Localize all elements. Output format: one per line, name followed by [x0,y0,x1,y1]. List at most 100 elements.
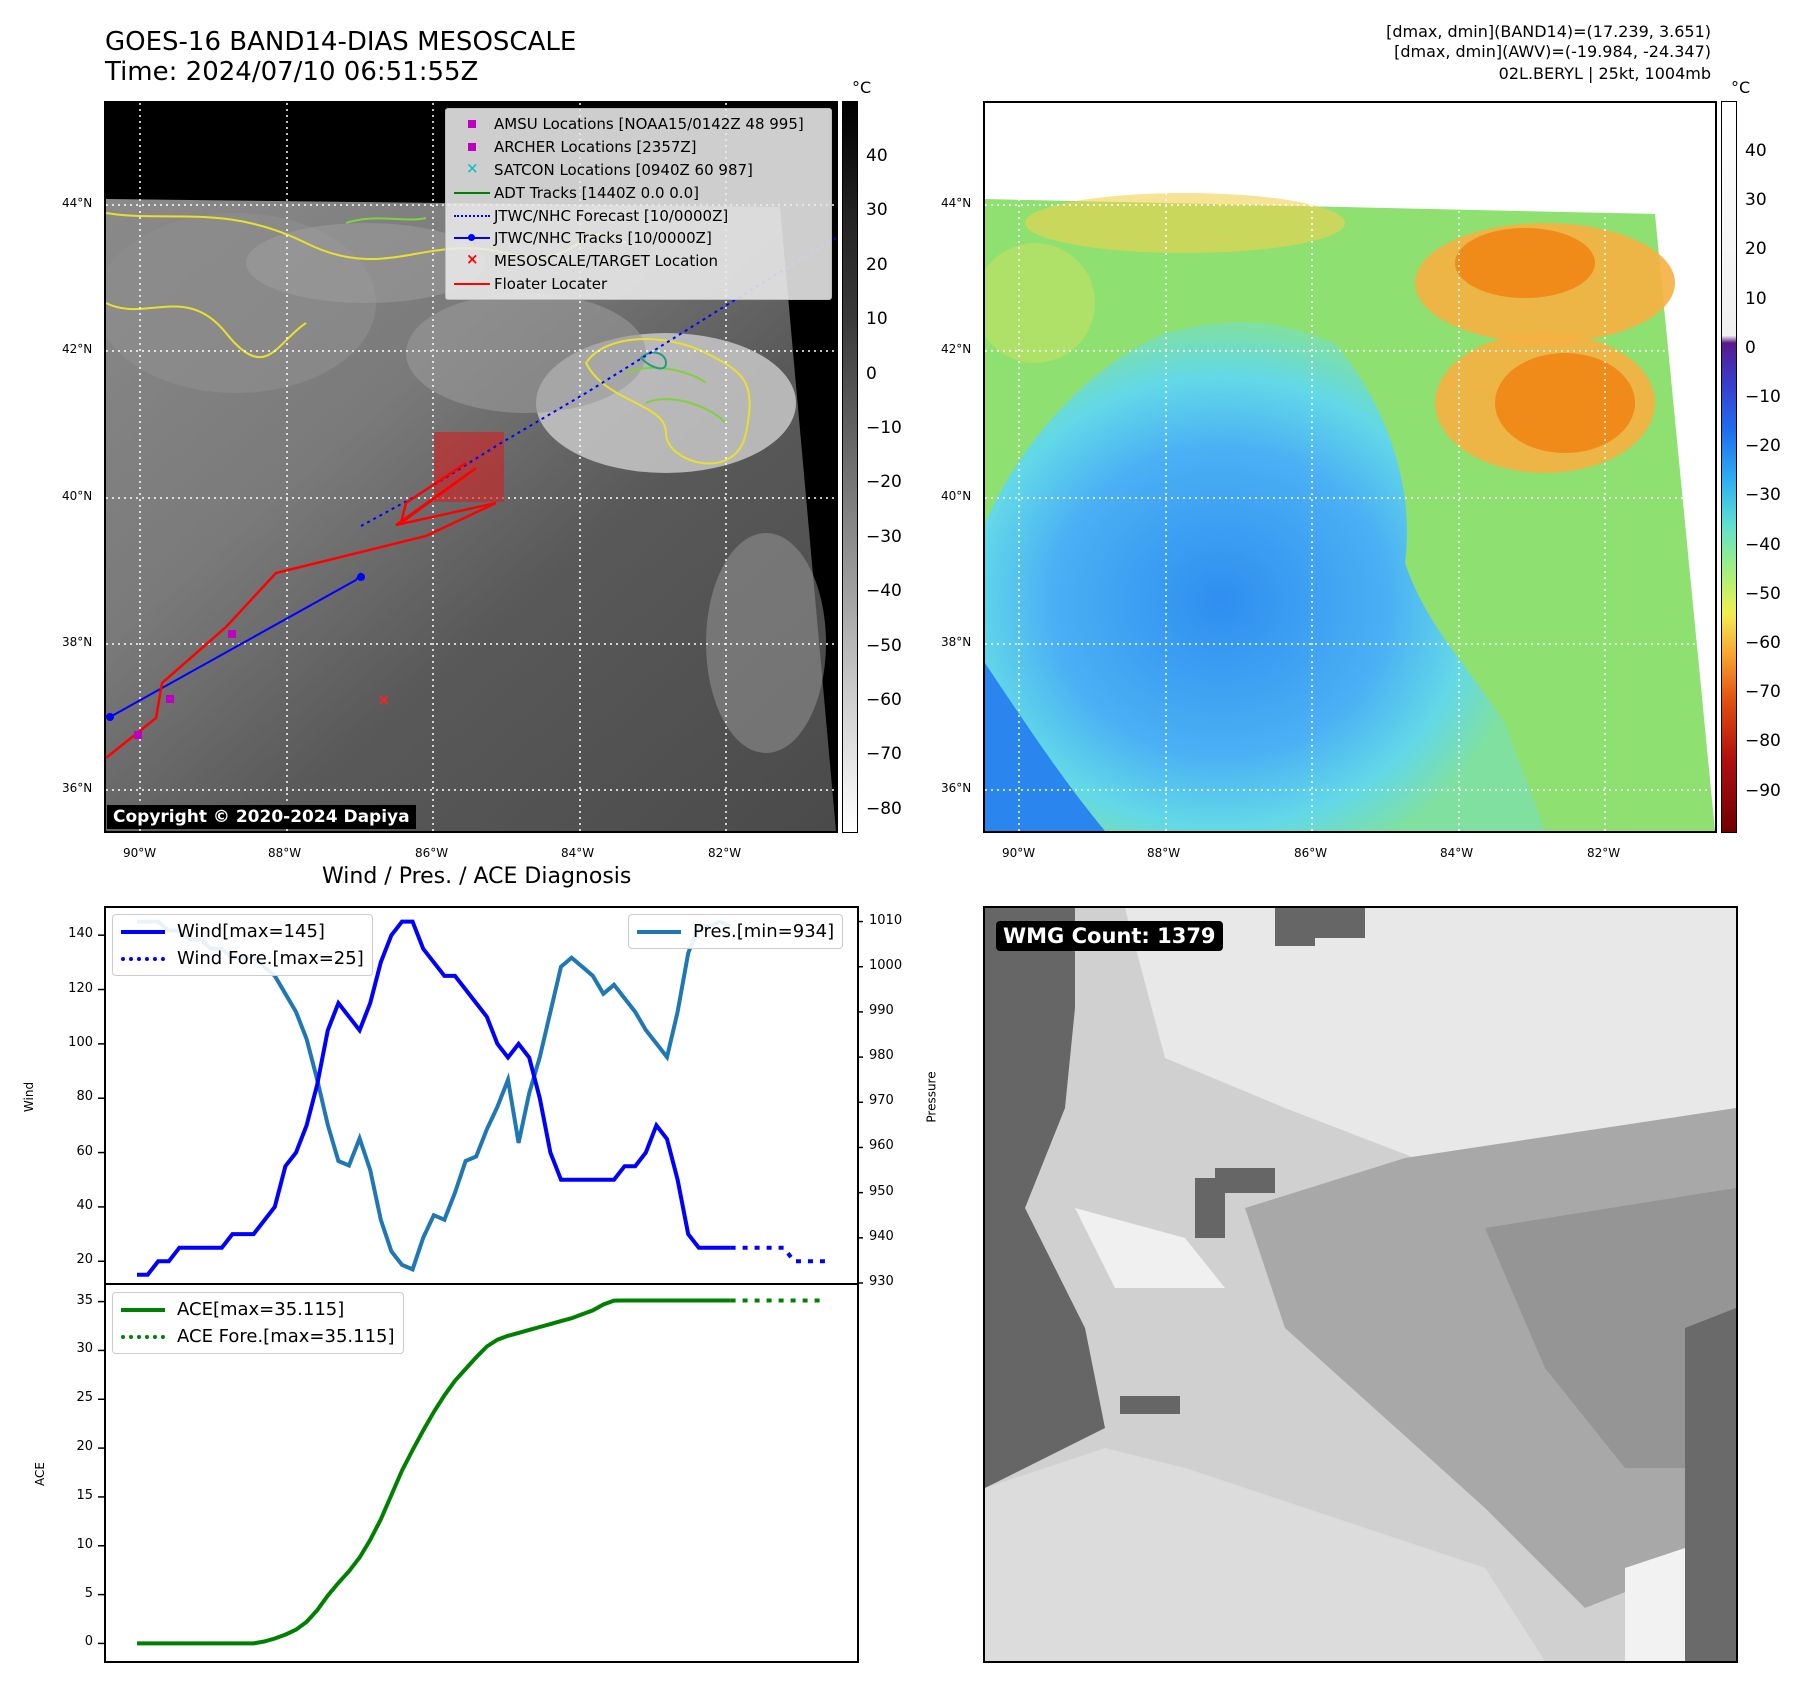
axis-tick-label: 100 [68,1034,93,1050]
axis-tick-label: 980 [869,1048,894,1064]
wmg-canvas [985,908,1736,1661]
axis-tick-label: 30 [76,1341,93,1357]
map-legend-label: JTWC/NHC Tracks [10/0000Z] [494,229,712,248]
info-line2: [dmax, dmin](AWV)=(-19.984, -24.347) [1394,42,1711,61]
map-legend-label: ARCHER Locations [2357Z] [494,138,697,157]
colorbar-tick: 0 [1745,337,1756,358]
colorbar-tick: 30 [1745,190,1767,211]
info-line3: 02L.BERYL | 25kt, 1004mb [1498,64,1711,83]
lat-label-36-right: 36°N [941,781,972,795]
map-legend-item: × SATCON Locations [0940Z 60 987] [452,159,825,182]
axis-tick-label: 35 [76,1292,93,1308]
map-legend-label: JTWC/NHC Forecast [10/0000Z] [494,206,729,225]
colorbar-tick: −40 [1745,534,1781,555]
axis-tick-label: 940 [869,1228,894,1244]
lon-label-82-right: 82°W [1587,846,1621,860]
colorbar-tick: 20 [866,254,888,275]
map-legend-item: × MESOSCALE/TARGET Location [452,250,825,273]
legend-symbol-square [452,139,494,155]
legend-symbol-x: × [466,158,479,177]
map-legend-item: AMSU Locations [NOAA15/0142Z 48 995] [452,113,825,136]
lat-label-40-right: 40°N [941,489,972,503]
lat-label-44-right: 44°N [941,196,972,210]
map-legend-label: SATCON Locations [0940Z 60 987] [494,160,753,179]
colorbar-tick: −30 [1745,485,1781,506]
map-legend-item: ARCHER Locations [2357Z] [452,136,825,159]
chart-title-line1: GOES-16 BAND14-DIAS MESOSCALE [105,27,577,57]
lat-label-42: 42°N [62,342,93,356]
lon-label-82: 82°W [708,846,742,860]
lat-label-40: 40°N [62,489,93,503]
lon-label-88: 88°W [268,846,302,860]
legend-symbol-square [452,116,494,132]
lon-label-88-right: 88°W [1147,846,1181,860]
colorbar-tick: −40 [866,581,902,602]
color-colorbar-unit: °C [1731,78,1751,97]
colorbar-tick: −10 [866,418,902,438]
colorbar-tick: −30 [866,526,902,547]
legend-symbol-x: × [466,250,479,269]
legend-pres: Pres.[min=934] [693,921,835,942]
axis-tick-label: 990 [869,1002,894,1018]
map-legend-item: JTWC/NHC Tracks [10/0000Z] [452,227,825,250]
lat-label-38: 38°N [62,635,93,649]
lon-label-84: 84°W [561,846,595,860]
lon-label-84-right: 84°W [1440,846,1474,860]
lat-label-44: 44°N [62,196,93,210]
colorbar-tick: −70 [866,744,902,765]
colorbar-tick: 40 [1745,141,1767,161]
copyright-badge: Copyright © 2020-2024 Dapiya [107,805,416,829]
legend-wind: Wind[max=145] [177,921,325,942]
ace-axis-label: ACE [32,1462,47,1486]
legend-ace: ACE[max=35.115] [177,1299,345,1320]
colorbar-tick: −50 [866,635,902,656]
colorbar-tick: −20 [866,472,902,493]
map-legend: AMSU Locations [NOAA15/0142Z 48 995] ARCH… [445,108,832,301]
colorbar-tick: −60 [866,690,902,710]
axis-tick-label: 15 [76,1487,93,1503]
map-legend-item: Floater Locater [452,273,825,296]
axis-tick-label: 5 [84,1585,93,1601]
ace-legend: ACE[max=35.115] ACE Fore.[max=35.115] [112,1292,404,1354]
axis-tick-label: 1000 [869,957,903,973]
awv-map [983,101,1717,833]
axis-tick-label: 930 [869,1274,894,1289]
floater-track [106,461,497,759]
svg-text:×: × [377,690,390,709]
axis-tick-label: 40 [76,1197,93,1213]
axis-tick-label: 970 [869,1093,894,1109]
lon-label-90: 90°W [123,846,157,860]
color-colorbar [1721,101,1737,833]
legend-wind-fore: Wind Fore.[max=25] [177,948,364,969]
colorbar-tick: −20 [1745,436,1781,457]
axis-tick-label: 20 [76,1439,93,1455]
axis-tick-label: 120 [68,980,93,996]
awv-map-canvas [985,103,1715,831]
lat-label-36: 36°N [62,781,93,795]
map-legend-item: ADT Tracks [1440Z 0.0 0.0] [452,181,825,204]
colorbar-tick: −60 [1745,633,1781,653]
map-legend-label: MESOSCALE/TARGET Location [494,252,719,271]
gray-colorbar [842,101,858,833]
axis-tick-label: 25 [76,1390,93,1406]
map-legend-label: Floater Locater [494,274,608,293]
lon-label-90-right: 90°W [1002,846,1036,860]
legend-symbol-line [452,276,494,292]
pressure-legend: Pres.[min=934] [628,914,844,949]
axis-tick-label: 0 [84,1634,93,1650]
info-line1: [dmax, dmin](BAND14)=(17.239, 3.651) [1386,22,1711,41]
lat-label-38-right: 38°N [941,635,972,649]
legend-symbol-linedot [452,230,494,246]
ir-map-canvas: × [106,103,836,831]
colorbar-tick: −90 [1745,780,1781,801]
colorbar-tick: −80 [866,798,902,819]
map-legend-label: ADT Tracks [1440Z 0.0 0.0] [494,183,699,202]
axis-tick-label: 10 [76,1536,93,1552]
axis-tick-label: 80 [76,1089,93,1105]
axis-tick-label: 960 [869,1138,894,1154]
lat-label-42-right: 42°N [941,342,972,356]
wind-axis-label: Wind [22,1081,37,1113]
colorbar-tick: −50 [1745,583,1781,604]
wmg-count-badge: WMG Count: 1379 [996,921,1223,951]
map-legend-item: JTWC/NHC Forecast [10/0000Z] [452,204,825,227]
